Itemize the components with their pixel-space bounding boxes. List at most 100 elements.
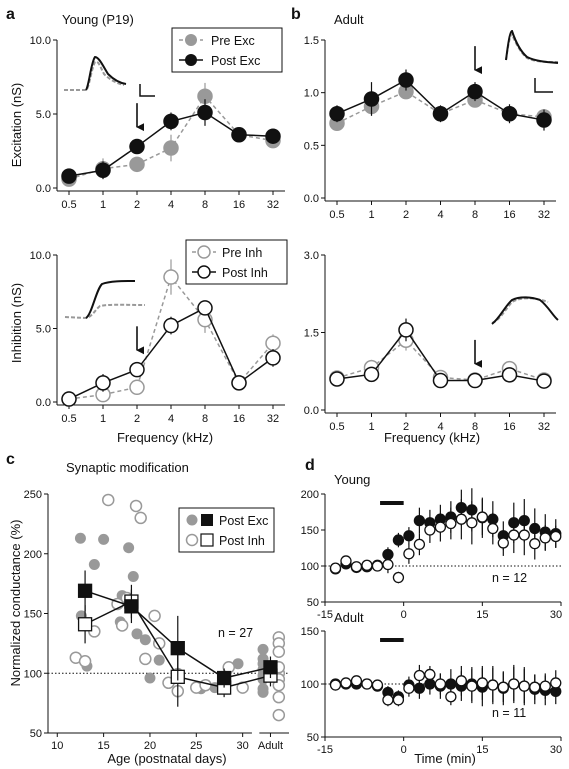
point-a-exc-1-6 — [265, 128, 281, 144]
mean-point-c-exc-2 — [170, 641, 185, 656]
trace-inset-b-inh — [491, 296, 559, 325]
xtick-label-d-young-0: -15 — [317, 609, 333, 621]
point-d-young-1-0 — [329, 562, 342, 574]
point-d-adult-1-12 — [455, 675, 468, 687]
annotation-d-adult: n = 11 — [492, 706, 526, 720]
point-a-inh-1-1 — [95, 375, 111, 391]
xtick-label-a-inh-6: 32 — [267, 413, 279, 425]
xtick-label-c-4: 30 — [237, 740, 249, 752]
point-d-young-1-19 — [529, 538, 541, 550]
xlabel-a-inh: Frequency (kHz) — [117, 430, 213, 445]
xtick-label-c-1: 15 — [97, 740, 109, 752]
ytick-label-d-young-0: 50 — [307, 597, 319, 609]
exc-point-c-10 — [139, 634, 151, 646]
adult-exc-point-c-7 — [257, 643, 269, 655]
legend-label-pre-inh: Pre Inh — [222, 246, 262, 260]
point-b-inh-1-4 — [467, 372, 483, 389]
legend-marker-c-exc-single — [186, 514, 198, 526]
point-d-young-1-1 — [340, 555, 352, 567]
point-a-exc-1-0 — [61, 168, 77, 184]
ytick-label-d-young-1: 100 — [301, 561, 319, 573]
legend-marker-post-exc — [185, 54, 197, 66]
ytick-label-d-young-2: 150 — [301, 525, 319, 537]
xtick-label-a-exc-3: 4 — [168, 199, 174, 211]
xlabel-d-adult: Time (min) — [414, 751, 476, 766]
point-d-adult-1-2 — [350, 675, 363, 687]
point-d-young-1-16 — [497, 537, 509, 549]
exc-point-c-12 — [153, 654, 165, 666]
ytick-label-a-inh-2: 10.0 — [30, 250, 51, 262]
point-d-young-1-4 — [371, 560, 384, 572]
point-d-young-1-11 — [445, 517, 457, 530]
ytick-label-b-exc-2: 1.0 — [304, 88, 319, 100]
point-b-exc-1-2 — [398, 72, 414, 88]
point-d-young-1-2 — [350, 561, 363, 573]
xtick-label-b-exc-4: 8 — [472, 209, 478, 221]
panel-letter-c: c — [6, 451, 15, 468]
inh-point-c-7 — [129, 499, 143, 513]
ytick-label-b-exc-3: 1.5 — [304, 35, 319, 47]
point-d-adult-1-6 — [392, 694, 405, 706]
exc-point-c-3 — [88, 559, 100, 571]
point-d-young-0-6 — [392, 534, 405, 546]
point-d-adult-1-17 — [508, 678, 520, 690]
point-d-young-1-9 — [424, 524, 436, 536]
ytick-label-b-inh-1: 1.5 — [304, 328, 319, 340]
inh-point-c-10 — [148, 609, 161, 623]
adult-exc-point-c-4 — [257, 686, 269, 698]
point-d-young-0-7 — [403, 530, 415, 542]
legend-marker-c-inh-mean — [200, 533, 214, 547]
point-d-adult-1-0 — [329, 679, 342, 691]
point-d-young-1-15 — [487, 522, 499, 535]
ytick-label-c-4: 250 — [24, 489, 42, 501]
point-a-inh-1-5 — [231, 375, 247, 391]
point-b-inh-1-3 — [432, 372, 449, 389]
point-d-young-1-10 — [434, 521, 447, 533]
xtick-label-d-adult-3: 30 — [550, 744, 562, 756]
legend-label-pre-exc: Pre Exc — [211, 34, 255, 48]
exc-point-c-4 — [98, 533, 110, 545]
xtick-label-c-2: 20 — [144, 740, 156, 752]
xtick-label-a-exc-4: 8 — [202, 199, 208, 211]
legend-a-exc: Pre Exc Post Exc — [171, 27, 283, 73]
xtick-label-a-inh-5: 16 — [233, 413, 245, 425]
ytick-label-d-young-3: 200 — [301, 489, 319, 501]
point-a-exc-1-5 — [231, 126, 247, 143]
exc-point-c-0 — [74, 532, 86, 544]
point-d-adult-1-13 — [466, 680, 478, 692]
legend-marker-pre-exc — [185, 34, 197, 46]
annotation-d-young: n = 12 — [492, 571, 527, 585]
point-d-adult-1-15 — [487, 679, 499, 691]
point-d-adult-1-5 — [382, 694, 394, 706]
point-d-adult-1-20 — [539, 680, 551, 692]
xtick-label-b-exc-5: 16 — [503, 209, 515, 221]
plot-layer: 0.05.010.00.5 1 2 4 8 16 32 0.00.51.01.50.5 1 2 4 8… — [24, 35, 562, 756]
point-d-young-1-7 — [403, 548, 415, 560]
xtick-label-a-inh-3: 4 — [168, 413, 174, 425]
point-d-adult-1-16 — [497, 681, 509, 693]
xtick-label-c-0: 10 — [51, 740, 63, 752]
point-d-adult-1-8 — [413, 669, 426, 682]
point-d-adult-1-11 — [445, 691, 457, 703]
point-a-exc-1-1 — [95, 162, 111, 178]
point-d-young-1-6 — [392, 571, 405, 584]
ytick-label-a-exc-0: 0.0 — [36, 183, 51, 195]
point-d-adult-1-21 — [550, 677, 562, 689]
exc-point-c-9 — [131, 628, 143, 640]
point-a-exc-1-3 — [163, 113, 179, 130]
xtick-label-b-exc-3: 4 — [437, 209, 443, 221]
xtick-label-b-inh-3: 4 — [437, 421, 443, 433]
mean-point-c-exc-1 — [124, 599, 139, 614]
mean-point-c-inh-0 — [77, 617, 93, 632]
ylabel-a-inh: Inhibition (nS) — [9, 283, 24, 363]
title-d-young: Young — [334, 472, 370, 487]
inh-point-c-5 — [115, 619, 129, 632]
mean-point-c-exc-0 — [77, 583, 93, 598]
title-d-adult: Adult — [334, 610, 364, 625]
point-d-young-1-20 — [539, 532, 551, 544]
inh-point-c-1 — [78, 655, 92, 668]
mean-point-c-exc-4 — [263, 660, 278, 675]
legend-label-c-exc: Post Exc — [219, 514, 268, 528]
ylabel-c: Normalized conductance (%) — [8, 520, 23, 687]
